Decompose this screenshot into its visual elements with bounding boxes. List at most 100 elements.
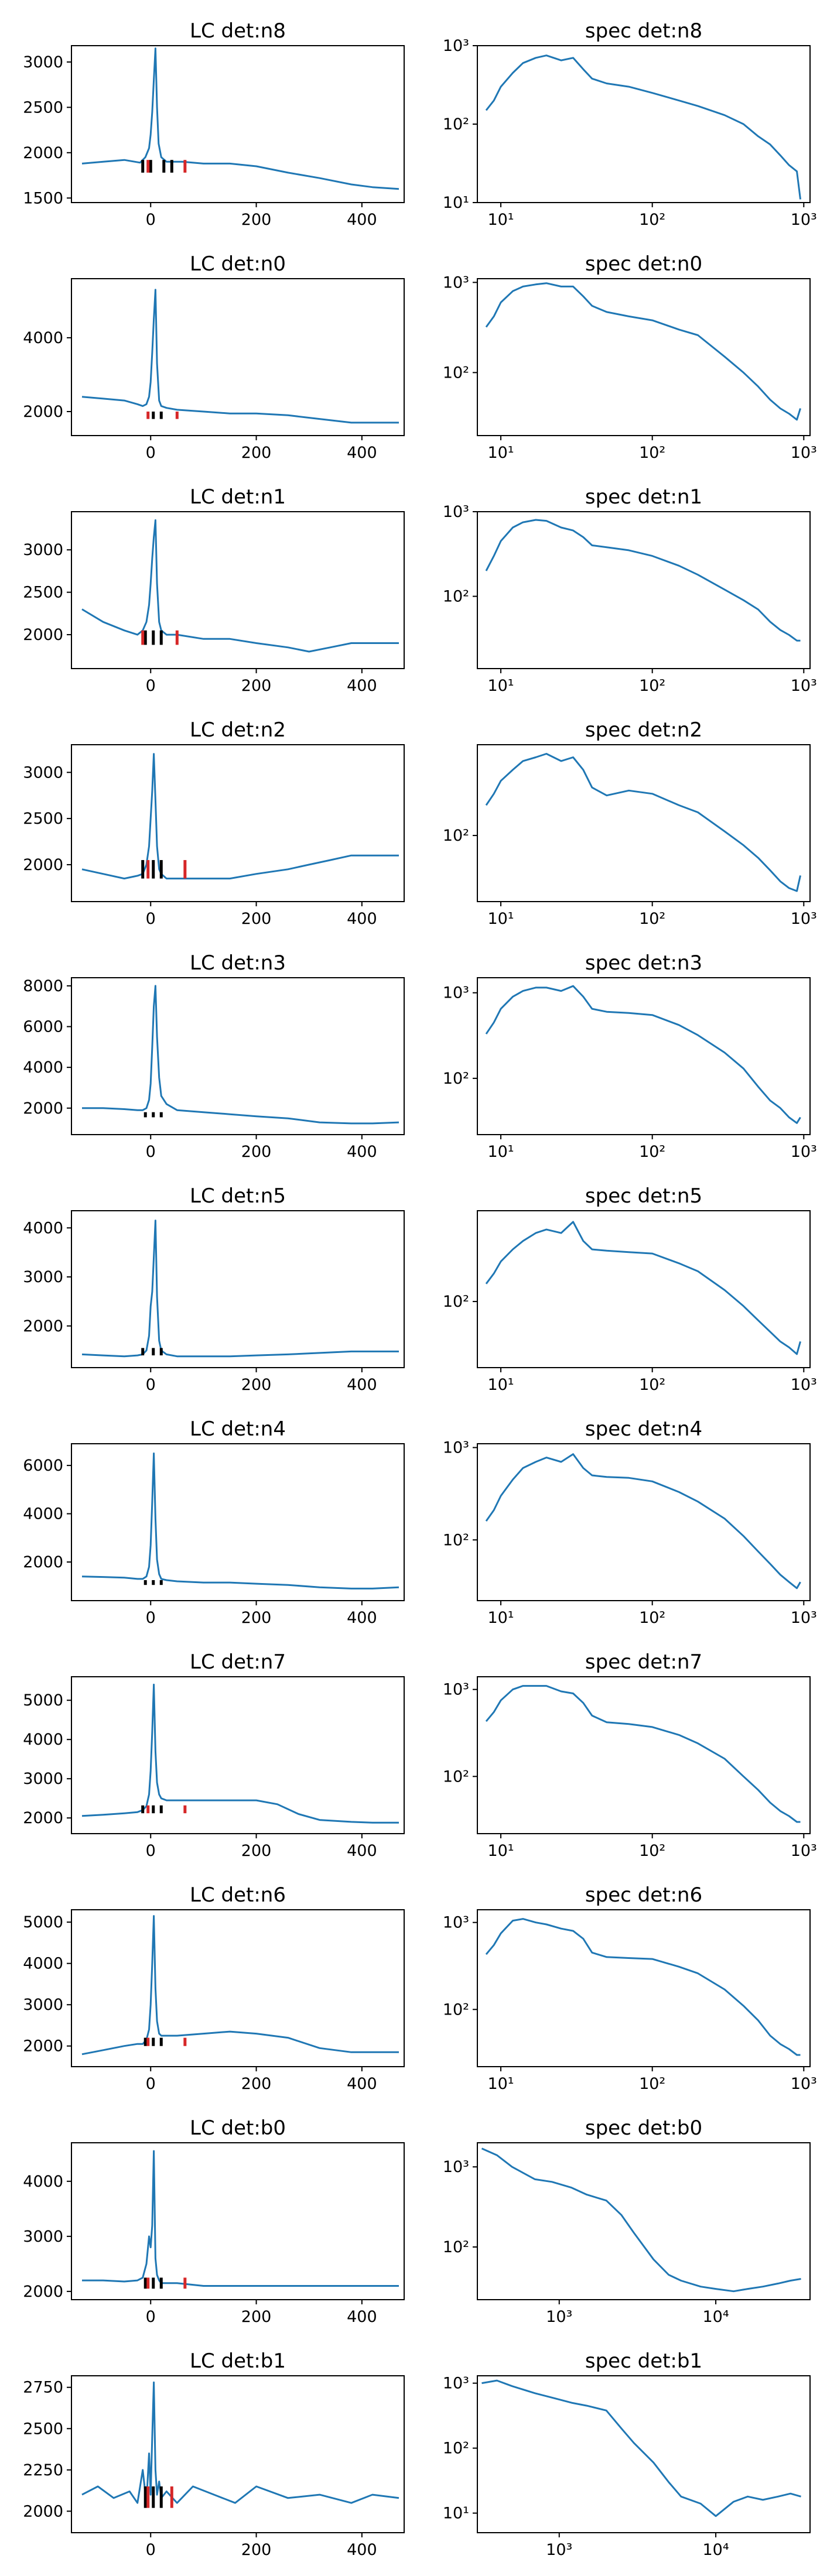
- axes-frame: [71, 1443, 405, 1601]
- x-tick-label: 400: [347, 2075, 377, 2093]
- subplot-6: LC det:n2 0 200 400 2000 2500 3000: [23, 718, 405, 928]
- y-tick-label: 3000: [23, 2228, 63, 2246]
- x-tick-label: 10³: [791, 1376, 817, 1394]
- y-tick-label: 8000: [23, 977, 63, 995]
- x-tick-label: 200: [241, 444, 272, 462]
- subplot-3: spec det:n0 10¹ 10² 10³ 10² 10³: [443, 252, 817, 462]
- y-tick-label: 2000: [23, 2502, 63, 2520]
- y-tick-label: 10³: [443, 1681, 469, 1699]
- axes-frame: [477, 744, 811, 902]
- y-tick-label: 10³: [443, 503, 469, 521]
- y-tick-label: 6000: [23, 1457, 63, 1475]
- axes-frame: [477, 278, 811, 436]
- axes-frame: [477, 2375, 811, 2533]
- series-line: [81, 2381, 399, 2504]
- series-line: [81, 289, 399, 424]
- y-tick-label: 6000: [23, 1018, 63, 1036]
- x-tick-label: 10¹: [487, 444, 514, 462]
- x-tick-label: 0: [146, 910, 156, 928]
- x-tick-label: 10²: [639, 1143, 665, 1161]
- y-tick-label: 2500: [23, 584, 63, 602]
- series-line: [485, 1453, 801, 1590]
- y-tick-label: 3000: [23, 1268, 63, 1286]
- x-tick-label: 10³: [791, 677, 817, 695]
- x-tick-label: 10²: [639, 1609, 665, 1627]
- chart-title: spec det:n4: [585, 1417, 702, 1441]
- subplot-20: LC det:b1 0 200 400 2000 2250 2500 2750: [23, 2349, 405, 2559]
- x-tick-label: 400: [347, 1143, 377, 1161]
- x-tick-label: 400: [347, 1609, 377, 1627]
- x-tick-label: 10¹: [487, 910, 514, 928]
- series-line: [81, 1453, 399, 1590]
- series-line: [82, 985, 399, 1125]
- x-tick-label: 10³: [546, 2541, 572, 2559]
- chart-title: spec det:b0: [585, 2116, 702, 2140]
- x-tick-label: 10¹: [487, 1143, 514, 1161]
- x-tick-label: 400: [347, 444, 377, 462]
- y-tick-label: 10³: [443, 1914, 469, 1932]
- axes-frame: [71, 278, 405, 436]
- x-tick-label: 10³: [791, 211, 817, 229]
- chart-title: LC det:n7: [190, 1650, 286, 1674]
- x-tick-label: 0: [146, 1376, 156, 1394]
- subplot-8: LC det:n3 0 200 400 2000 4000 6000 8000: [23, 951, 405, 1161]
- series-line: [485, 54, 801, 200]
- axes-frame: [71, 1676, 405, 1834]
- y-tick-label: 2000: [23, 144, 63, 162]
- axes-frame: [477, 45, 811, 203]
- y-tick-label: 2000: [23, 1099, 63, 1118]
- x-tick-label: 10²: [639, 2075, 665, 2093]
- y-tick-label: 3000: [23, 1770, 63, 1788]
- axes-frame: [71, 1909, 405, 2067]
- x-tick-label: 400: [347, 2541, 377, 2559]
- subplot-17: spec det:n6 10¹ 10² 10³ 10² 10³: [443, 1883, 817, 2093]
- series-line: [485, 1685, 801, 1823]
- chart-title: LC det:b1: [190, 2349, 286, 2373]
- chart-title: LC det:n3: [190, 951, 286, 975]
- axes-frame: [477, 1676, 811, 1834]
- series-line: [81, 753, 399, 880]
- x-tick-label: 10³: [791, 1143, 817, 1161]
- x-tick-label: 0: [146, 444, 156, 462]
- subplot-18: LC det:b0 0 200 400 2000 3000 4000: [23, 2116, 405, 2326]
- chart-title: spec det:n8: [585, 19, 702, 43]
- x-tick-label: 200: [241, 2075, 272, 2093]
- x-tick-label: 200: [241, 677, 272, 695]
- y-tick-label: 2000: [23, 1553, 63, 1571]
- y-tick-label: 4000: [23, 1219, 63, 1237]
- axes-frame: [477, 1210, 811, 1368]
- chart-title: spec det:n7: [585, 1650, 702, 1674]
- y-tick-label: 2750: [23, 2379, 63, 2397]
- x-tick-label: 0: [146, 1143, 156, 1161]
- axes-frame: [71, 45, 405, 203]
- x-tick-label: 400: [347, 1842, 377, 1860]
- x-tick-label: 10¹: [487, 1609, 514, 1627]
- series-line: [485, 1221, 801, 1355]
- x-tick-label: 0: [146, 1609, 156, 1627]
- subplot-1: spec det:n8 10¹ 10² 10³ 10¹ 10² 10³: [443, 19, 817, 229]
- series-line: [481, 2147, 801, 2293]
- x-tick-label: 10²: [639, 910, 665, 928]
- y-tick-label: 10²: [443, 827, 469, 845]
- axes-frame: [71, 1210, 405, 1368]
- axes-frame: [71, 2375, 405, 2533]
- series-line: [81, 1683, 399, 1824]
- x-tick-label: 200: [241, 910, 272, 928]
- y-tick-label: 4000: [23, 1955, 63, 1973]
- x-tick-label: 400: [347, 1376, 377, 1394]
- y-tick-label: 10²: [443, 1293, 469, 1311]
- axes-frame: [477, 1443, 811, 1601]
- subplot-15: spec det:n7 10¹ 10² 10³ 10² 10³: [443, 1650, 817, 1860]
- x-tick-label: 10¹: [487, 211, 514, 229]
- subplot-7: spec det:n2 10¹ 10² 10³ 10²: [443, 718, 817, 928]
- axes-frame: [477, 511, 811, 669]
- series-line: [81, 1220, 399, 1358]
- series-line: [481, 2379, 801, 2517]
- series-line: [82, 2150, 399, 2287]
- x-tick-label: 200: [241, 2541, 272, 2559]
- x-tick-label: 10¹: [487, 2075, 514, 2093]
- subplot-9: spec det:n3 10¹ 10² 10³ 10² 10³: [443, 951, 817, 1161]
- y-tick-label: 2000: [23, 1317, 63, 1335]
- y-tick-label: 3000: [23, 541, 63, 559]
- x-tick-label: 0: [146, 2075, 156, 2093]
